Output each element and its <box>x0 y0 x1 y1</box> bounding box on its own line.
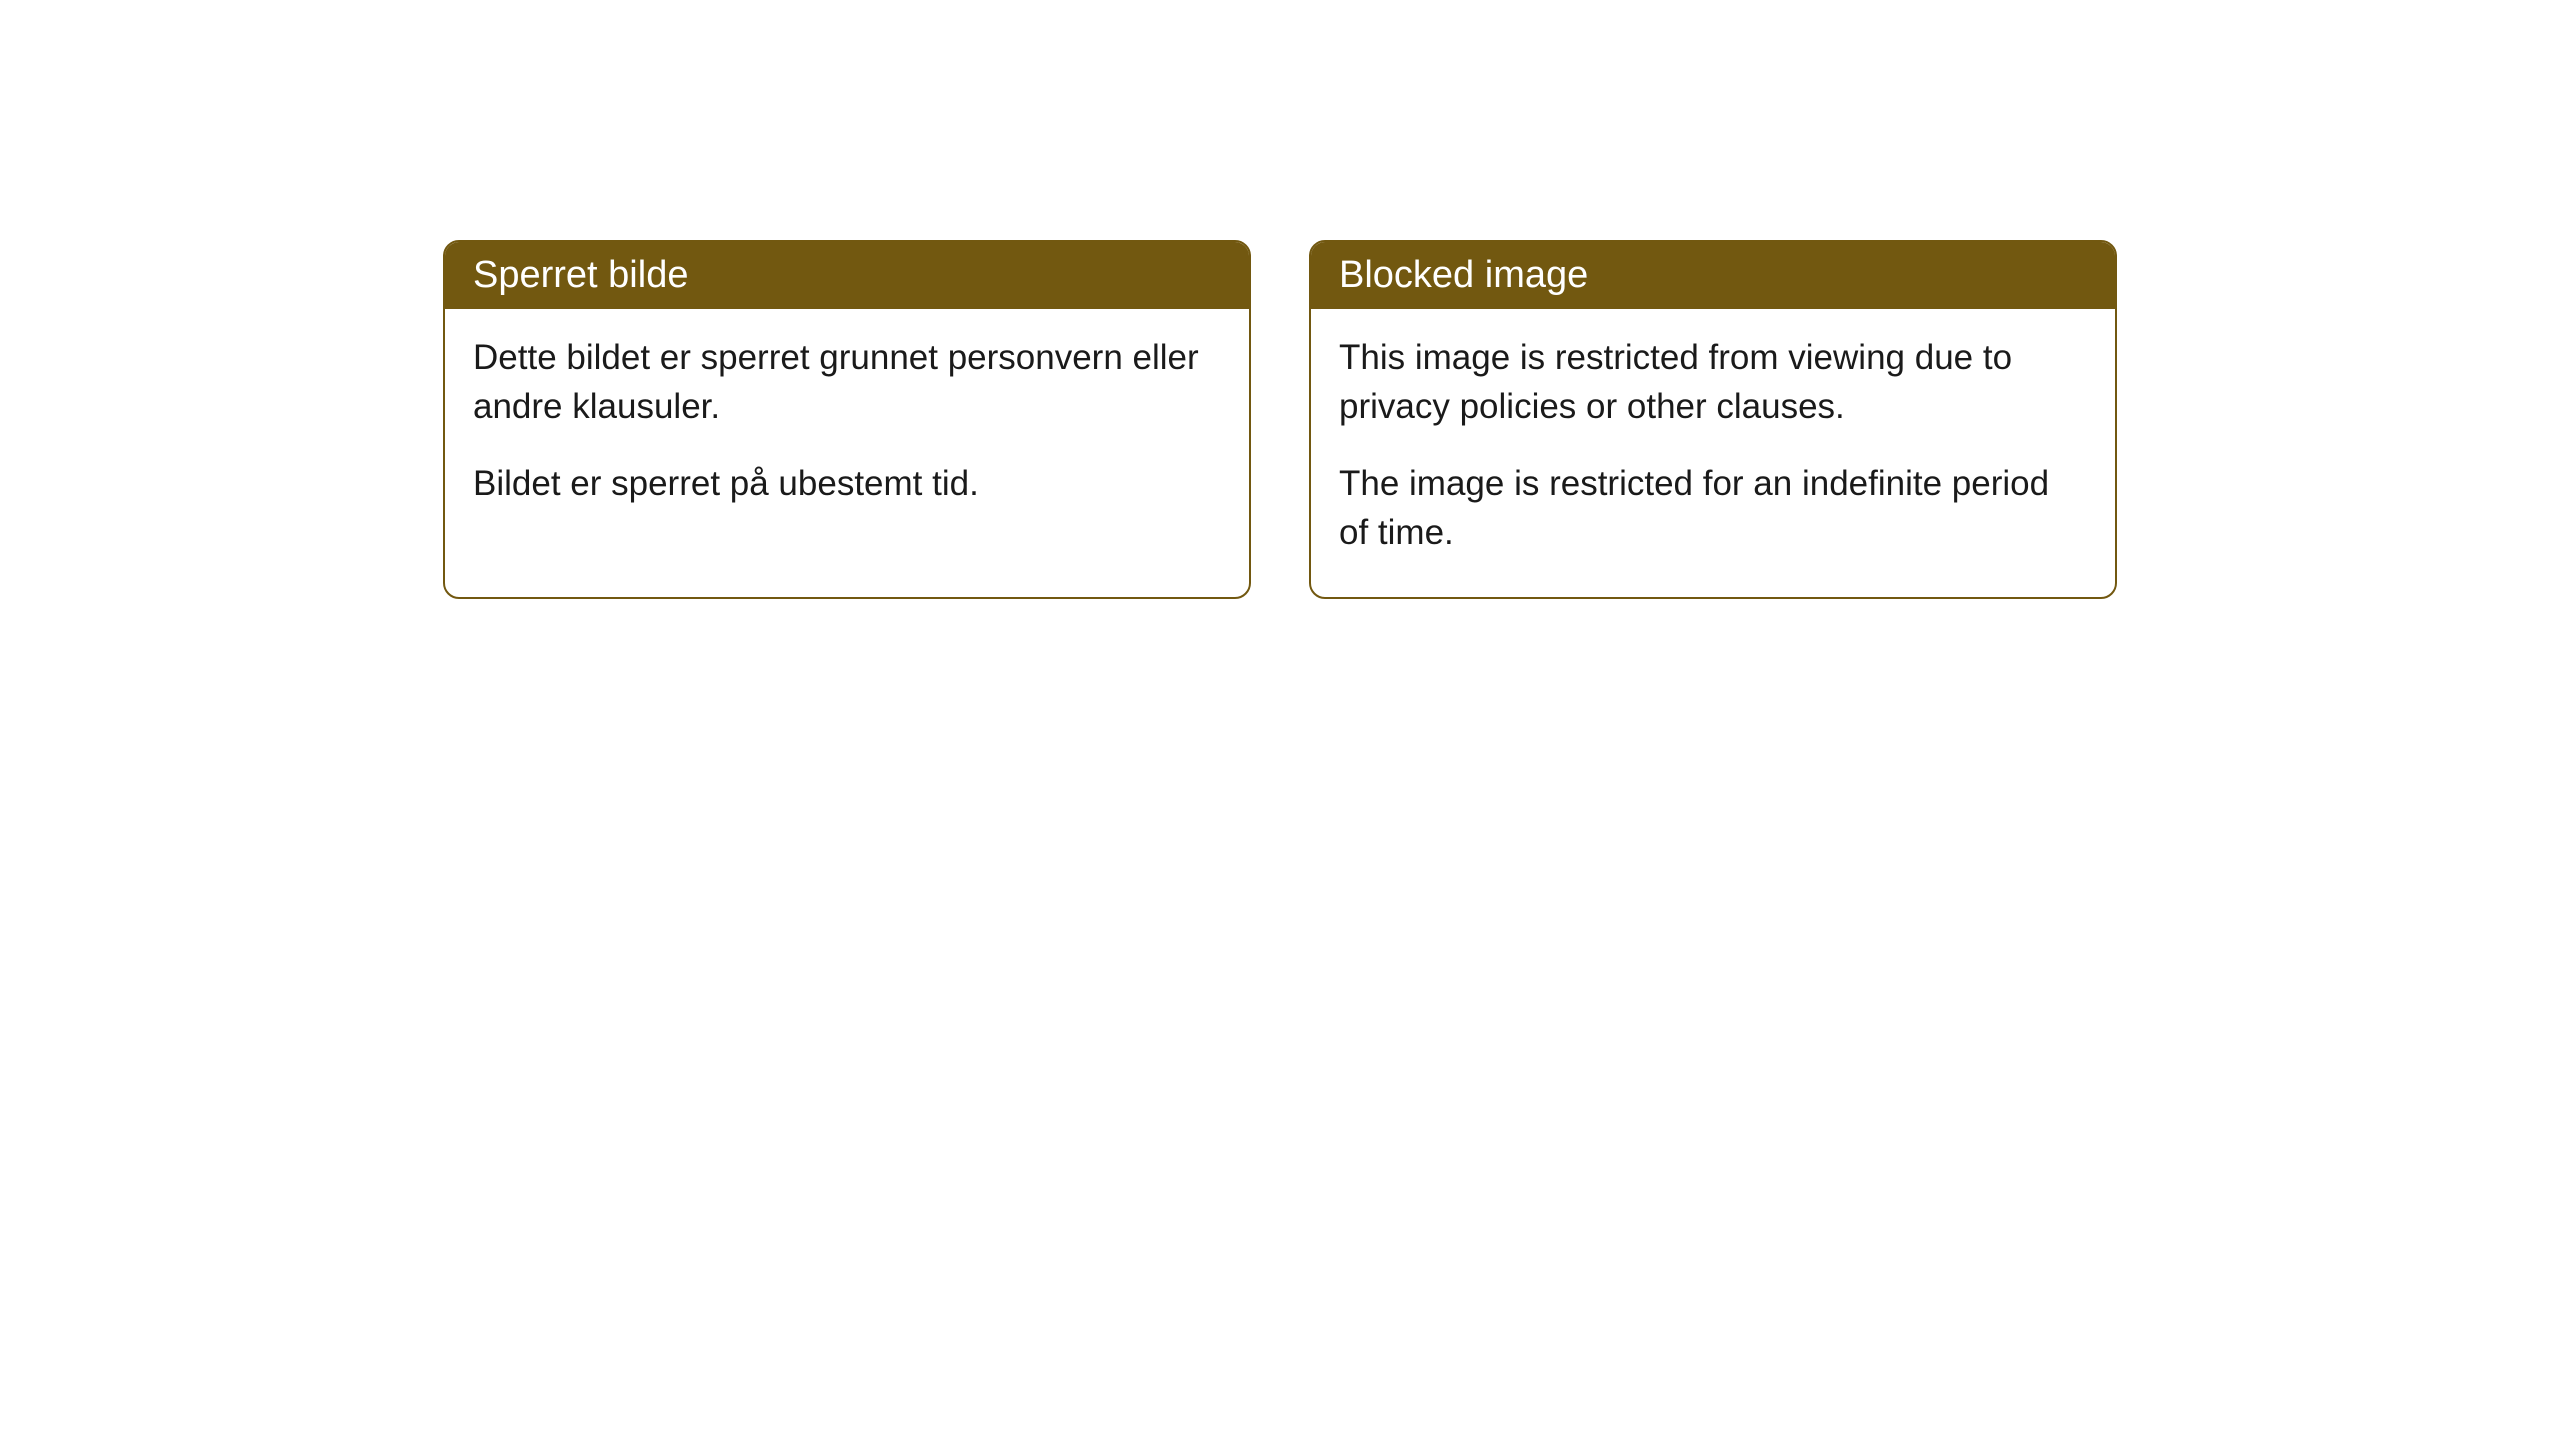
card-body: Dette bildet er sperret grunnet personve… <box>445 309 1249 548</box>
card-paragraph-2: The image is restricted for an indefinit… <box>1339 459 2087 557</box>
card-paragraph-2: Bildet er sperret på ubestemt tid. <box>473 459 1221 508</box>
card-body: This image is restricted from viewing du… <box>1311 309 2115 597</box>
card-header: Blocked image <box>1311 242 2115 309</box>
notice-card-english: Blocked image This image is restricted f… <box>1309 240 2117 599</box>
notice-cards-container: Sperret bilde Dette bildet er sperret gr… <box>443 240 2117 599</box>
notice-card-norwegian: Sperret bilde Dette bildet er sperret gr… <box>443 240 1251 599</box>
card-title: Blocked image <box>1339 254 1588 296</box>
card-paragraph-1: This image is restricted from viewing du… <box>1339 333 2087 431</box>
card-title: Sperret bilde <box>473 254 688 296</box>
card-paragraph-1: Dette bildet er sperret grunnet personve… <box>473 333 1221 431</box>
card-header: Sperret bilde <box>445 242 1249 309</box>
